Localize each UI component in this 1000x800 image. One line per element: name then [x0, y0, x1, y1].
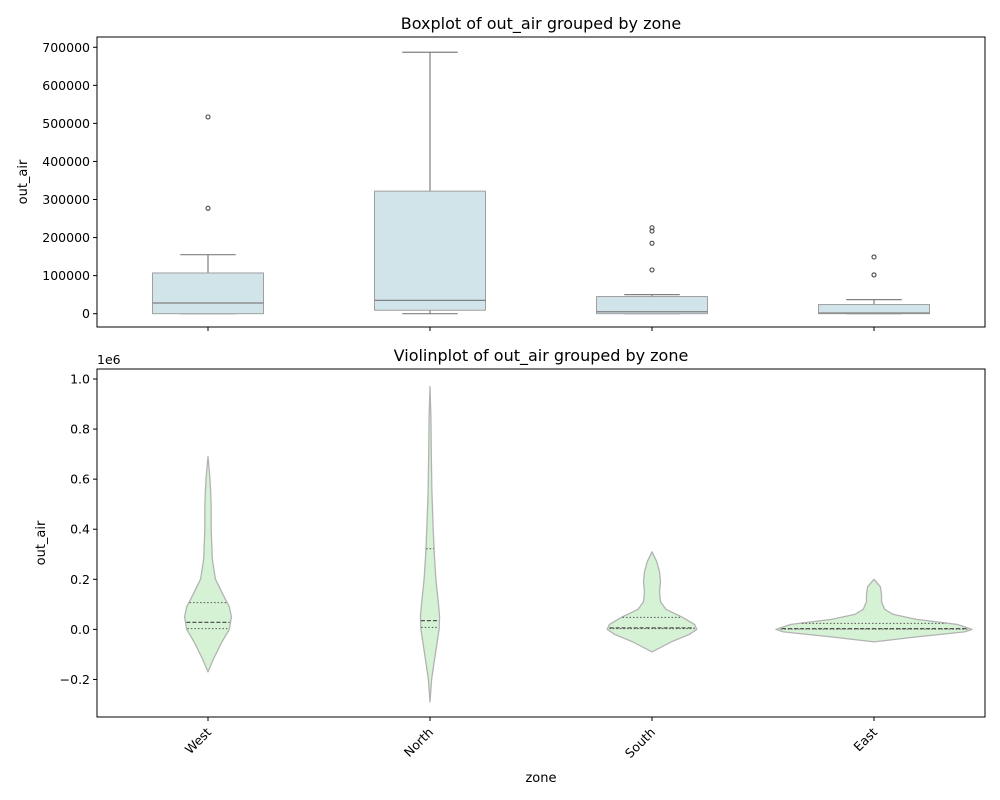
outlier-point [649, 225, 655, 231]
y-tick-label: 500000 [42, 116, 90, 131]
violinplot-panel: Violinplot of out_air grouped by zone 1e… [34, 346, 986, 786]
boxplot-title: Boxplot of out_air grouped by zone [401, 14, 682, 34]
outlier-point [871, 254, 877, 260]
violin-north [419, 385, 441, 703]
box-west [152, 114, 264, 315]
boxplot-y-axis: 0 100000 200000 300000 400000 500000 600000 700… [42, 40, 97, 321]
box-iqr [374, 190, 486, 311]
y-tick-label: −0.2 [60, 672, 90, 687]
violin-body [606, 551, 698, 653]
y-tick-label: 0.8 [70, 422, 90, 437]
x-tick-label: East [850, 724, 880, 754]
violinplot-frame [96, 368, 986, 718]
violin-body [775, 578, 973, 643]
y-tick-label: 0.6 [70, 472, 90, 487]
outlier-point [205, 205, 211, 211]
x-tick-label: North [401, 725, 436, 760]
y-tick-label: 0.2 [70, 572, 90, 587]
outlier-point [871, 272, 877, 278]
box-iqr [152, 272, 264, 315]
boxplot-y-axis-label: out_air [16, 159, 31, 204]
boxplot-x-axis [207, 327, 875, 331]
boxplot-panel: Boxplot of out_air grouped by zone 0 1000… [16, 14, 986, 331]
violinplot-title: Violinplot of out_air grouped by zone [394, 346, 689, 366]
boxplot-frame [96, 36, 986, 328]
violin-west [183, 455, 233, 673]
box-east [818, 254, 930, 315]
y-tick-label: 400000 [42, 154, 90, 169]
y-tick-label: 600000 [42, 78, 90, 93]
violin-body [419, 385, 441, 703]
y-tick-label: 0 [82, 306, 90, 321]
boxplot-plot-area [152, 51, 930, 315]
y-tick-label: 1.0 [70, 372, 90, 387]
x-tick-label: South [622, 725, 658, 761]
violin-body [183, 455, 233, 673]
violin-south [606, 551, 698, 653]
y-tick-label: 0.0 [70, 622, 90, 637]
y-tick-label: 300000 [42, 192, 90, 207]
x-tick-label: West [182, 724, 214, 756]
box-iqr [818, 304, 930, 315]
violinplot-x-axis: West North South East [182, 717, 880, 761]
outlier-point [205, 114, 211, 120]
y-tick-label: 700000 [42, 40, 90, 55]
violinplot-y-axis: −0.2 0.0 0.2 0.4 0.6 0.8 1.0 [60, 372, 97, 687]
box-north [374, 51, 486, 315]
box-iqr [596, 296, 708, 315]
violinplot-plot-area [183, 385, 973, 703]
y-tick-label: 100000 [42, 268, 90, 283]
violin-east [775, 578, 973, 643]
violinplot-y-axis-label: out_air [34, 520, 49, 565]
outlier-point [649, 240, 655, 246]
y-tick-label: 0.4 [70, 522, 90, 537]
y-tick-label: 200000 [42, 230, 90, 245]
box-south [596, 225, 708, 315]
outlier-point [649, 267, 655, 273]
violinplot-x-axis-label: zone [525, 771, 556, 786]
violinplot-offset-label: 1e6 [97, 352, 121, 367]
